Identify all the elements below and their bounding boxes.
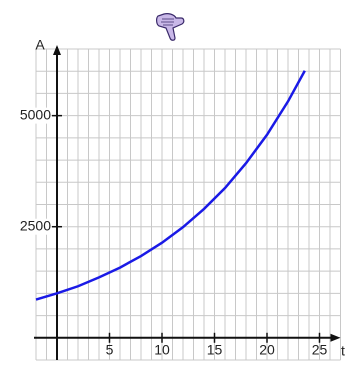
chart: 2500 5000 5 10 15 20 25 A t (0, 0, 345, 361)
x-tick-label: 10 (154, 341, 170, 357)
x-tick-label: 20 (259, 341, 275, 357)
x-axis-label: t (341, 343, 345, 359)
x-tick-label: 25 (312, 341, 328, 357)
grid (36, 49, 341, 360)
x-tick-label: 5 (106, 341, 114, 357)
y-tick-label: 5000 (20, 106, 51, 122)
pointer-icon[interactable] (157, 14, 184, 41)
y-axis-arrow (53, 45, 61, 55)
x-tick-label: 15 (207, 341, 223, 357)
y-tick-label: 2500 (20, 217, 51, 233)
y-axis-label: A (35, 37, 45, 53)
plot: 2500 5000 5 10 15 20 25 (10, 45, 341, 360)
curve (36, 71, 305, 300)
x-axis-arrow (331, 334, 341, 342)
